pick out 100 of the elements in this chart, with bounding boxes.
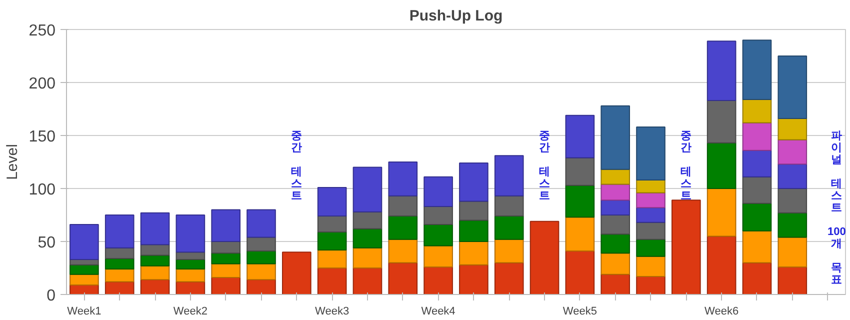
bar (742, 98, 772, 124)
bar (317, 249, 347, 268)
x-tick-label: Week1 (67, 306, 102, 318)
bar (778, 266, 808, 294)
y-tick-label: 250 (28, 22, 56, 40)
bar (742, 150, 772, 178)
y-tick-label: 100 (28, 182, 56, 198)
bar (706, 100, 736, 144)
bar (600, 214, 630, 235)
x-tick-label: Week6 (704, 306, 739, 318)
bar (388, 238, 418, 264)
bar (459, 200, 488, 221)
bar (317, 216, 347, 232)
bar (494, 238, 524, 264)
bar (778, 118, 808, 140)
bar (424, 245, 453, 268)
bar (459, 241, 488, 266)
bar (459, 220, 488, 242)
bar (388, 162, 418, 196)
bar (317, 186, 347, 217)
bar (352, 228, 382, 248)
bar (778, 188, 808, 214)
y-tick-label: 150 (28, 128, 56, 146)
bar (317, 231, 347, 250)
y-tick-label: 50 (38, 234, 56, 252)
bar (140, 265, 170, 280)
bar (211, 241, 241, 254)
bar (778, 164, 808, 189)
bar (742, 122, 772, 151)
bar (600, 252, 630, 275)
bar (176, 214, 206, 253)
bar (494, 216, 524, 240)
bar (70, 224, 99, 260)
annotation: 중간 테스트 (539, 130, 550, 202)
bar (70, 264, 99, 275)
bar (778, 212, 808, 238)
bar (388, 195, 418, 217)
bar (70, 274, 99, 286)
bar (706, 142, 736, 189)
bar (352, 211, 382, 230)
x-tick-label: Week3 (315, 306, 350, 318)
bar (636, 238, 666, 257)
bar (600, 234, 630, 254)
bar (282, 252, 312, 294)
bar (778, 236, 808, 268)
bar (140, 244, 170, 256)
bar (459, 264, 488, 294)
bar (706, 40, 736, 102)
bar (246, 250, 276, 264)
bar (600, 105, 630, 170)
bar (636, 222, 666, 240)
bar (636, 180, 666, 194)
y-axis-title: Level (4, 144, 21, 180)
bar (636, 256, 666, 277)
bar (636, 126, 666, 181)
bar (246, 279, 276, 294)
bar (246, 236, 276, 252)
bar (104, 247, 134, 259)
bar (706, 236, 736, 294)
annotation: 중간 테스트 (291, 130, 302, 202)
bar (636, 192, 666, 208)
bar (636, 276, 666, 294)
bar (600, 184, 630, 201)
annotation: 중간 테스트 (680, 130, 692, 202)
bar (494, 195, 524, 217)
bar (246, 209, 276, 238)
x-tick-label: Week5 (562, 306, 597, 318)
bar (600, 168, 630, 185)
bar (388, 262, 418, 294)
bar (211, 277, 241, 294)
x-tick-label: Week2 (173, 306, 208, 318)
bar (424, 224, 453, 246)
bar (211, 263, 241, 278)
bar (742, 230, 772, 264)
bar (742, 40, 772, 100)
bar (565, 114, 595, 158)
bar (636, 207, 666, 223)
bar (494, 155, 524, 196)
y-tick-label: 0 (46, 288, 56, 304)
bar (140, 212, 170, 246)
text: 파이널 테스트 100개 목표 (827, 130, 846, 286)
bar (494, 262, 524, 294)
x-tick-label: Week4 (421, 306, 456, 318)
bar (424, 176, 453, 208)
bar (424, 266, 453, 294)
bar (352, 247, 382, 268)
bar (176, 268, 206, 282)
bar (352, 268, 382, 294)
bar (742, 202, 772, 232)
bar (565, 157, 595, 186)
bar (388, 216, 418, 240)
bar (565, 184, 595, 218)
bar (211, 209, 241, 242)
bar (600, 274, 630, 294)
bar (459, 162, 488, 202)
bar (778, 56, 808, 120)
bar (742, 262, 772, 294)
bar (742, 176, 772, 204)
bar (671, 200, 701, 294)
bar (104, 258, 134, 270)
